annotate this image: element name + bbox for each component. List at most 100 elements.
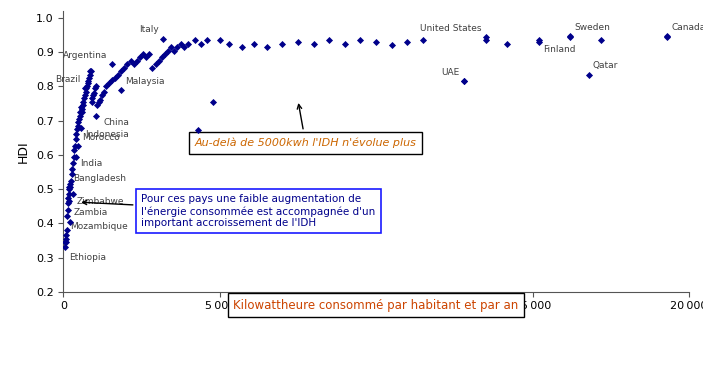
- Point: [62, 206, 73, 212]
- Point: [662, 34, 673, 40]
- Point: [101, 83, 112, 89]
- Point: [195, 41, 207, 47]
- Point: [75, 125, 86, 131]
- Point: [70, 137, 82, 142]
- Point: [277, 41, 288, 47]
- Point: [583, 71, 595, 77]
- Point: [115, 87, 127, 93]
- Point: [92, 102, 103, 108]
- Point: [77, 102, 89, 108]
- Text: India: India: [81, 159, 103, 168]
- Point: [458, 79, 470, 85]
- Point: [75, 104, 86, 110]
- Point: [175, 41, 186, 47]
- Point: [202, 37, 213, 43]
- Point: [236, 44, 247, 50]
- Point: [82, 83, 93, 89]
- Point: [64, 184, 75, 190]
- Point: [103, 80, 115, 86]
- Text: Sweden: Sweden: [574, 23, 610, 32]
- Point: [75, 109, 86, 115]
- Point: [162, 47, 174, 53]
- Point: [87, 92, 98, 98]
- Point: [565, 34, 576, 40]
- Point: [189, 37, 200, 43]
- Point: [83, 75, 94, 81]
- Point: [60, 239, 71, 245]
- Point: [157, 36, 169, 42]
- Text: Pour ces pays une faible augmentation de
l'énergie consommée est accompagnée d'u: Pour ces pays une faible augmentation de…: [83, 194, 375, 228]
- Point: [86, 95, 98, 101]
- Point: [125, 58, 136, 64]
- Point: [595, 37, 607, 43]
- Point: [63, 194, 74, 200]
- Point: [78, 99, 89, 105]
- Point: [355, 37, 366, 43]
- Text: UAE: UAE: [441, 68, 460, 77]
- Point: [82, 79, 93, 85]
- Point: [178, 44, 189, 50]
- Point: [172, 44, 183, 50]
- Text: South Africa: South Africa: [202, 133, 257, 142]
- Point: [62, 214, 73, 220]
- Point: [565, 33, 576, 39]
- Point: [141, 54, 152, 60]
- Point: [458, 79, 470, 85]
- Text: United States: United States: [420, 24, 482, 33]
- Text: Morocco: Morocco: [82, 133, 120, 142]
- Point: [63, 186, 75, 192]
- Point: [64, 218, 75, 224]
- Point: [370, 39, 382, 45]
- Point: [84, 68, 96, 74]
- Point: [82, 80, 93, 86]
- Point: [68, 154, 79, 160]
- Text: Canada: Canada: [671, 23, 703, 32]
- Text: Ethiopia: Ethiopia: [70, 253, 106, 262]
- Point: [214, 37, 225, 43]
- Point: [480, 37, 491, 43]
- Point: [208, 99, 219, 105]
- Point: [84, 71, 96, 77]
- Text: Malaysia: Malaysia: [125, 77, 165, 86]
- Point: [98, 89, 110, 95]
- Point: [63, 184, 75, 190]
- Text: China: China: [103, 118, 129, 127]
- Point: [386, 42, 397, 48]
- Point: [418, 37, 429, 43]
- Point: [308, 41, 319, 47]
- Point: [60, 236, 71, 242]
- Text: Bangladesh: Bangladesh: [73, 174, 126, 183]
- Point: [73, 116, 84, 122]
- Point: [60, 239, 72, 245]
- Point: [147, 65, 158, 71]
- Text: Indonesia: Indonesia: [85, 130, 129, 139]
- Point: [109, 75, 120, 81]
- Point: [67, 191, 78, 197]
- Text: Brazil: Brazil: [55, 75, 80, 84]
- Point: [72, 143, 84, 149]
- Point: [183, 41, 194, 47]
- Point: [77, 109, 88, 115]
- Point: [106, 61, 117, 67]
- Point: [72, 123, 83, 129]
- Point: [128, 61, 139, 67]
- Point: [79, 92, 91, 98]
- Text: Italy: Italy: [139, 25, 159, 34]
- Point: [662, 33, 673, 39]
- Point: [160, 51, 171, 57]
- Text: Mozambique: Mozambique: [70, 222, 128, 231]
- Point: [79, 85, 90, 91]
- Point: [137, 51, 148, 57]
- Point: [153, 58, 165, 64]
- Point: [60, 232, 72, 238]
- Point: [115, 68, 127, 74]
- Text: Finland: Finland: [543, 45, 576, 54]
- Point: [150, 61, 161, 67]
- Point: [166, 44, 177, 50]
- Point: [64, 191, 75, 197]
- Point: [63, 200, 74, 206]
- Point: [323, 37, 335, 43]
- Point: [96, 92, 108, 98]
- Point: [67, 166, 78, 172]
- Point: [134, 54, 146, 60]
